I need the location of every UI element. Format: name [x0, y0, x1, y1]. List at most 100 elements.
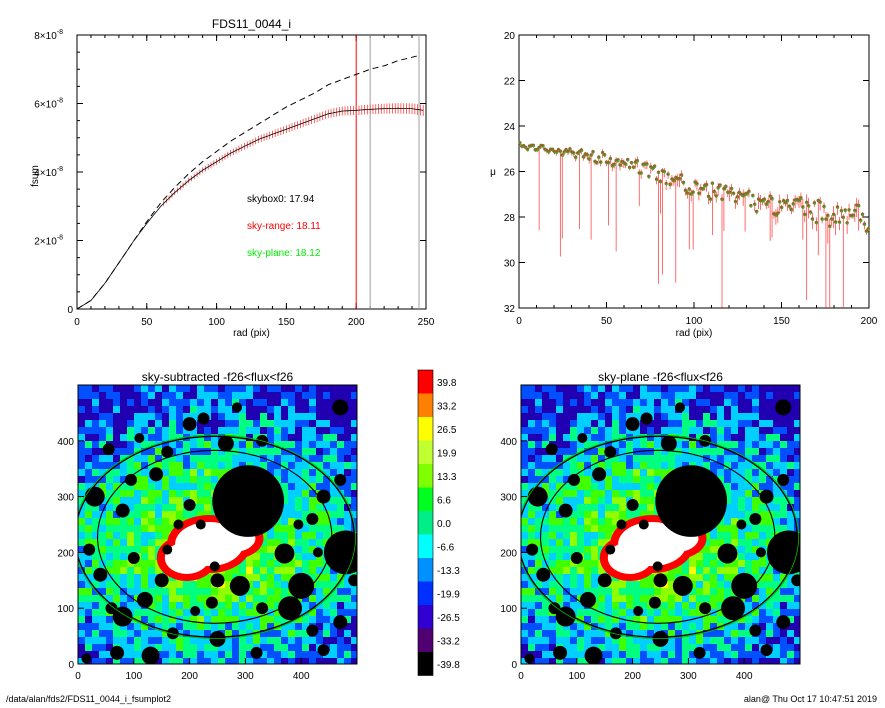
left-pixel — [281, 574, 289, 582]
left-pixel — [127, 637, 135, 645]
right-pixel — [633, 392, 641, 400]
left-pixel — [281, 644, 289, 652]
left-pixel — [344, 385, 352, 393]
mu-point-green — [663, 171, 666, 174]
left-pixel — [246, 609, 254, 617]
left-pixel — [127, 427, 135, 435]
left-pixel — [316, 539, 324, 547]
right-pixel — [759, 504, 767, 512]
left-pixel — [351, 462, 357, 470]
left-pixel — [197, 392, 205, 400]
right-pixel — [766, 609, 774, 617]
right-pixel — [605, 630, 613, 638]
right-pixel — [710, 462, 718, 470]
right-pixel — [570, 385, 578, 393]
right-pixel — [703, 532, 711, 540]
right-pixel — [724, 392, 732, 400]
right-pixel — [598, 602, 606, 610]
right-pixel — [598, 413, 606, 421]
left-pixel — [148, 413, 156, 421]
right-mask-blob — [605, 544, 616, 555]
right-pixel — [717, 630, 725, 638]
right-pixel — [640, 483, 648, 491]
left-pixel — [267, 420, 275, 428]
left-pixel — [190, 413, 198, 421]
left-pixel — [190, 511, 198, 519]
right-pixel — [570, 427, 578, 435]
left-mask-blob — [205, 596, 218, 609]
left-pixel — [351, 434, 357, 442]
left-pixel — [274, 637, 282, 645]
left-pixel — [281, 420, 289, 428]
right-pixel — [654, 385, 662, 393]
left-pixel — [309, 420, 317, 428]
right-pixel — [668, 644, 676, 652]
left-pixel — [176, 497, 184, 505]
right-pixel — [542, 469, 550, 477]
right-pixel — [752, 441, 760, 449]
right-pixel — [745, 462, 753, 470]
left-pixel — [260, 623, 268, 631]
left-pixel — [274, 539, 282, 547]
left-pixel — [281, 525, 289, 533]
left-pixel — [99, 609, 107, 617]
right-pixel — [731, 399, 739, 407]
right-mask-blob — [672, 575, 693, 596]
right-pixel — [780, 511, 788, 519]
right-pixel — [549, 567, 557, 575]
left-pixel — [169, 385, 177, 393]
right-pixel — [633, 490, 641, 498]
left-pixel — [176, 392, 184, 400]
right-pixel — [647, 574, 655, 582]
left-pixel — [239, 567, 247, 575]
right-pixel — [633, 511, 641, 519]
left-pixel — [337, 392, 345, 400]
right-pixel — [752, 490, 760, 498]
left-pixel — [92, 385, 100, 393]
right-pixel — [710, 623, 718, 631]
right-pixel — [794, 504, 800, 512]
left-pixel — [253, 385, 261, 393]
mu-point-green — [831, 219, 834, 222]
left-pixel — [141, 497, 149, 505]
left-pixel — [288, 658, 296, 664]
right-mask-blob — [570, 552, 583, 564]
right-pixel — [521, 609, 529, 617]
right-pixel — [773, 623, 781, 631]
left-pixel — [197, 602, 205, 610]
left-pixel — [337, 630, 345, 638]
right-pixel — [731, 420, 739, 428]
right-pixel — [577, 462, 585, 470]
left-pixel — [330, 469, 338, 477]
left-pixel — [204, 427, 212, 435]
left-pixel — [162, 616, 170, 624]
right-pixel — [647, 511, 655, 519]
right-pixel — [682, 637, 690, 645]
right-pixel — [703, 413, 711, 421]
right-pixel — [759, 469, 767, 477]
right-pixel — [738, 539, 746, 547]
left-pixel — [183, 392, 191, 400]
right-pixel — [724, 420, 732, 428]
right-pixel — [577, 441, 585, 449]
left-pixel — [85, 623, 93, 631]
left-pixel — [218, 651, 226, 659]
right-pixel — [605, 434, 613, 442]
right-pixel — [696, 560, 704, 568]
right-pixel — [577, 427, 585, 435]
right-pixel — [647, 406, 655, 414]
right-pixel — [675, 644, 683, 652]
right-pixel — [682, 651, 690, 659]
left-pixel — [197, 581, 205, 589]
left-pixel — [295, 560, 303, 568]
left-pixel — [162, 483, 170, 491]
right-pixel — [577, 658, 585, 664]
left-pixel — [120, 623, 128, 631]
left-pixel — [99, 427, 107, 435]
left-pixel — [232, 651, 240, 659]
left-pixel — [78, 476, 86, 484]
left-pixel — [134, 420, 142, 428]
left-pixel — [260, 546, 268, 554]
right-pixel — [738, 406, 746, 414]
left-pixel — [134, 490, 142, 498]
